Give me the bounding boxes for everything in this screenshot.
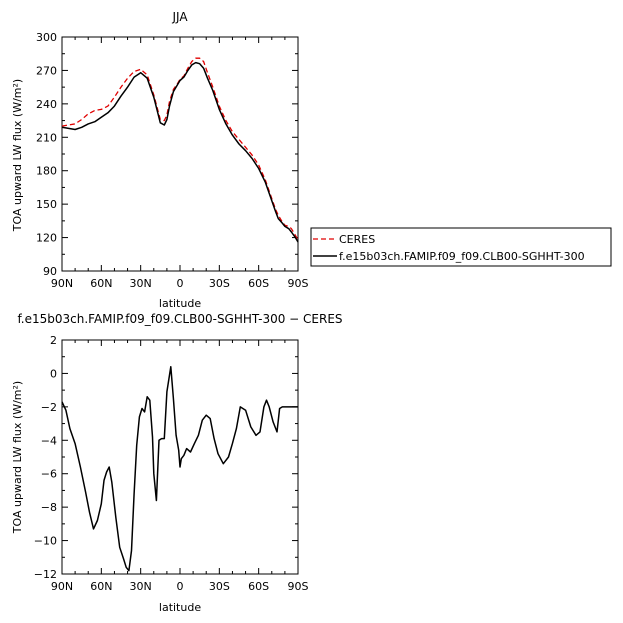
top-x-tick-label: 90S bbox=[288, 277, 309, 290]
top-y-tick-label: 240 bbox=[36, 98, 57, 111]
bottom-x-axis-label: latitude bbox=[159, 601, 201, 614]
bottom-y-tick-label: 0 bbox=[50, 367, 57, 380]
top-chart-title: JJA bbox=[171, 10, 188, 24]
top-series-line-0 bbox=[61, 57, 299, 241]
top-y-tick-label: 300 bbox=[36, 31, 57, 44]
bottom-x-tick-label: 60S bbox=[248, 580, 269, 593]
bottom-y-tick-label: −8 bbox=[41, 501, 57, 514]
bottom-plot-frame bbox=[61, 339, 299, 575]
top-plot-frame bbox=[61, 36, 299, 272]
top-y-tick-label: 180 bbox=[36, 165, 57, 178]
top-x-axis-label: latitude bbox=[159, 297, 201, 310]
bottom-y-tick-label: −6 bbox=[41, 468, 57, 481]
bottom-x-tick-label: 60N bbox=[90, 580, 112, 593]
legend-box bbox=[310, 227, 612, 267]
bottom-y-tick-label: −12 bbox=[34, 568, 57, 581]
bottom-y-tick-label: −10 bbox=[34, 535, 57, 548]
top-series-line-1 bbox=[61, 61, 299, 243]
top-y-tick-label: 270 bbox=[36, 64, 57, 77]
top-x-tick-label: 60S bbox=[248, 277, 269, 290]
top-y-tick-label: 210 bbox=[36, 131, 57, 144]
bottom-chart-title: f.e15b03ch.FAMIP.f09_f09.CLB00-SGHHT-300… bbox=[17, 312, 342, 326]
bottom-x-tick-label: 30S bbox=[209, 580, 230, 593]
bottom-y-tick-label: −2 bbox=[41, 401, 57, 414]
bottom-x-tick-label: 30N bbox=[130, 580, 152, 593]
top-x-tick-label: 0 bbox=[177, 277, 184, 290]
top-y-tick-label: 90 bbox=[43, 265, 57, 278]
top-y-tick-label: 150 bbox=[36, 198, 57, 211]
bottom-series-line-0 bbox=[61, 365, 298, 572]
bottom-y-tick-label: 2 bbox=[50, 334, 57, 347]
bottom-y-tick-label: −4 bbox=[41, 434, 57, 447]
bottom-y-axis-label: TOA upward LW flux (W/m²) bbox=[11, 381, 24, 534]
bottom-x-tick-label: 90S bbox=[288, 580, 309, 593]
top-x-tick-label: 90N bbox=[51, 277, 73, 290]
top-y-axis-label: TOA upward LW flux (W/m²) bbox=[11, 79, 24, 232]
bottom-x-tick-label: 0 bbox=[177, 580, 184, 593]
top-x-tick-label: 60N bbox=[90, 277, 112, 290]
legend-label-ceres: CERES bbox=[339, 233, 375, 246]
bottom-x-tick-label: 90N bbox=[51, 580, 73, 593]
legend-label-model: f.e15b03ch.FAMIP.f09_f09.CLB00-SGHHT-300 bbox=[339, 250, 585, 263]
top-x-tick-label: 30N bbox=[130, 277, 152, 290]
top-y-tick-label: 120 bbox=[36, 232, 57, 245]
top-x-tick-label: 30S bbox=[209, 277, 230, 290]
chart-marks: 90N 60N 30N 0 30S 60S 90S 90 120 150 180 210 240 270 3… bbox=[34, 31, 309, 593]
